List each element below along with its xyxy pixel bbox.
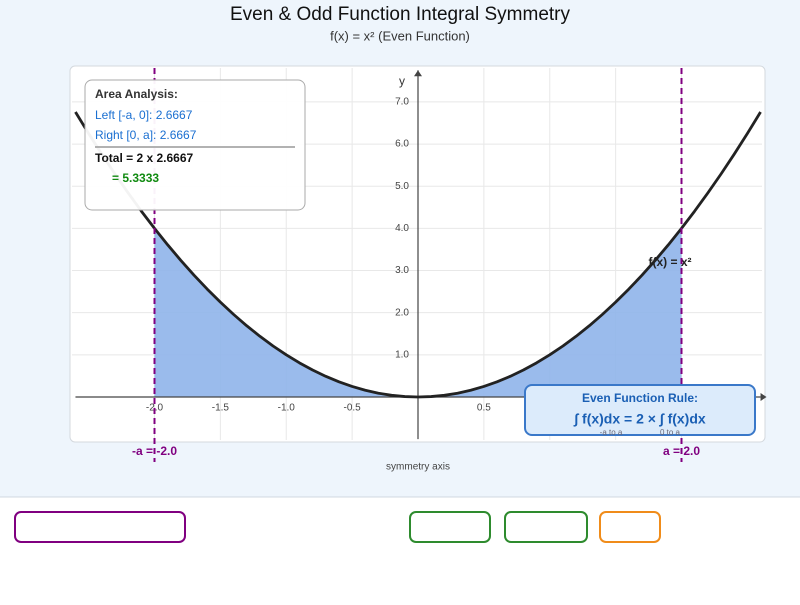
y-tick-label: 3.0 [395,265,409,276]
y-tick-label: 5.0 [395,181,409,192]
button[interactable] [14,511,186,543]
plot: y-2.0-1.5-1.0-0.50.51.01.52.01.02.03.04.… [72,68,767,473]
x-axis-arrow [760,392,767,401]
x-tick-label: -0.5 [344,403,362,414]
box-frame [84,79,306,211]
rule-formula: ∫ f(x)dx = 2 × ∫ f(x)dx [573,411,706,428]
x-tick-label: -1.5 [212,403,230,414]
rule-box: Even Function Rule: ∫ f(x)dx = 2 × ∫ f(x… [524,384,756,437]
right-area: Right [0, a]: 2.6667 [95,128,197,142]
left-area: Left [-a, 0]: 2.6667 [95,108,193,122]
area-analysis-box: Area Analysis: Left [-a, 0]: 2.6667 Righ… [84,79,306,211]
button[interactable] [599,511,661,543]
button[interactable] [409,511,491,543]
y-tick-label: 1.0 [395,349,409,360]
y-tick-label: 2.0 [395,307,409,318]
y-tick-label: 4.0 [395,223,409,234]
function-curve [74,111,762,399]
button[interactable] [504,511,588,543]
x-axis-caption: symmetry axis [386,462,450,473]
marker-label: -a = -2.0 [132,444,177,458]
y-axis-label: y [399,74,405,88]
page-title: Even & Odd Function Integral Symmetry [230,4,571,25]
y-axis-arrow [414,70,422,77]
curve-label: f(x) = x² [648,255,691,269]
x-tick-label: -1.0 [278,403,296,414]
rule-title: Even Function Rule: [582,391,698,405]
marker-label: a = 2.0 [663,444,700,458]
y-tick-label: 7.0 [395,97,409,108]
rule-frame [524,384,756,436]
rule-lower-right: 0 to a [660,428,681,437]
total-result: = 5.3333 [112,171,159,185]
page-subtitle: f(x) = x² (Even Function) [330,28,470,43]
y-tick-label: 6.0 [395,139,409,150]
total-area: Total = 2 x 2.6667 [95,151,193,165]
box-title: Area Analysis: [95,87,178,101]
rule-lower-left: -a to a [600,428,623,437]
x-tick-label: 0.5 [477,403,491,414]
